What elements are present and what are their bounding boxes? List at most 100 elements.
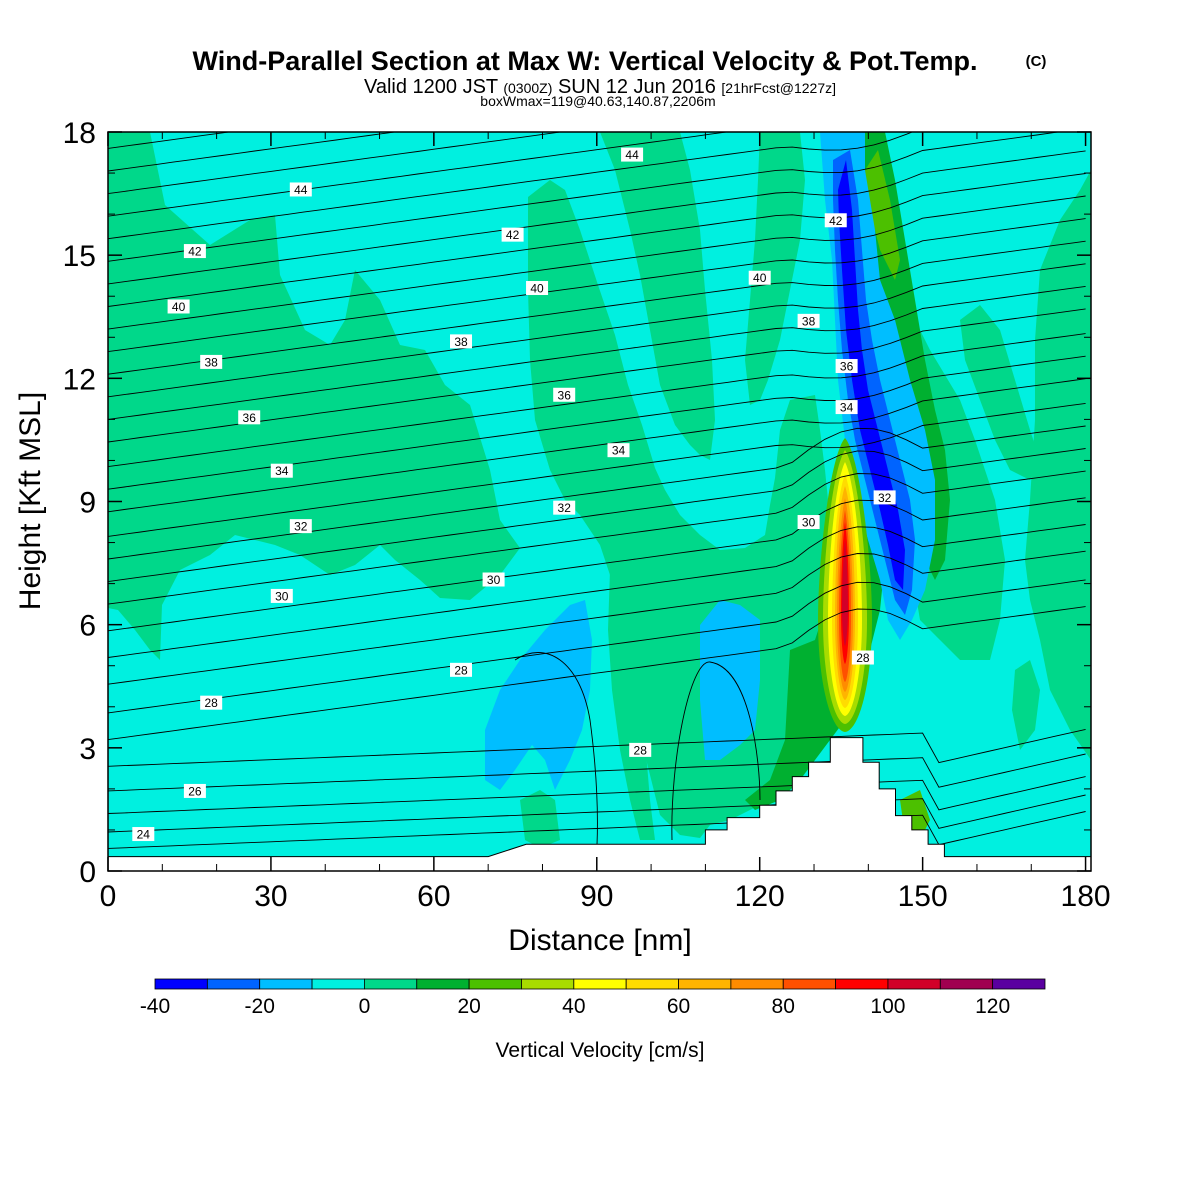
colorbar-tick-label: -40 — [140, 995, 170, 1018]
theta-contour-line — [108, 132, 1062, 262]
contour-label: 36 — [835, 359, 858, 374]
colorbar-tick-label: 0 — [359, 995, 371, 1018]
theta-contour-line — [514, 652, 598, 846]
potential-temperature-contours — [108, 132, 1086, 849]
theta-contour-line — [108, 497, 1086, 632]
theta-contour-line — [671, 661, 761, 841]
contour-label: 44 — [621, 147, 644, 162]
colorbar-swatch — [835, 978, 889, 990]
updraft-region — [608, 570, 655, 840]
contour-label-box — [835, 400, 858, 415]
valid-prefix: Valid 1200 JST — [364, 76, 498, 98]
contour-label: 42 — [824, 213, 847, 228]
x-tick-label: 120 — [735, 880, 785, 913]
colorbar-swatch — [206, 978, 261, 990]
contour-label-text: 44 — [625, 148, 639, 162]
theta-contour-line — [108, 378, 1086, 513]
contour-label-text: 26 — [188, 784, 202, 798]
theta-contour-line — [108, 263, 1086, 398]
contour-label-text: 34 — [275, 464, 289, 478]
contour-label-box — [835, 359, 858, 374]
contour-label-text: 30 — [802, 516, 816, 530]
contour-label-text: 44 — [294, 183, 308, 197]
contour-label-text: 42 — [506, 228, 520, 242]
contour-label: 32 — [873, 490, 896, 505]
contour-label-text: 40 — [172, 300, 186, 314]
contour-label-box — [607, 443, 630, 458]
contour-label: 38 — [450, 334, 473, 349]
updraft-mid-region — [865, 150, 900, 280]
contour-label-text: 42 — [829, 214, 843, 228]
contour-label: 24 — [132, 827, 155, 842]
theta-contour-line — [108, 470, 1086, 605]
valid-utc: (0300Z) — [503, 80, 552, 96]
theta-contour-line — [108, 285, 1086, 420]
valid-time-line: Valid 1200 JST (0300Z) SUN 12 Jun 2016 [… — [364, 76, 836, 98]
contour-label: 28 — [450, 662, 473, 677]
contour-label-box — [289, 519, 312, 534]
updraft-region — [520, 790, 560, 848]
contour-label: 32 — [553, 500, 576, 515]
contour-label-box — [238, 410, 261, 425]
theta-contour-line — [108, 132, 564, 195]
y-tick-label: 9 — [79, 487, 96, 520]
contour-label-box — [450, 662, 473, 677]
contour-label-box — [183, 783, 206, 798]
theta-contour-line — [108, 579, 1086, 714]
theta-contour-line — [108, 606, 1086, 741]
plot-area: 24 26 28 30 32 34 36 38 40 42 44 44 42 40 38 36 34 32 30 28… — [108, 132, 1091, 871]
contour-label-box — [167, 299, 190, 314]
colorbar-swatch — [573, 978, 627, 990]
y-tick-label: 6 — [79, 610, 96, 643]
theta-contour-line — [108, 524, 1086, 658]
contour-label-text: 34 — [612, 444, 626, 458]
colorbar-swatch — [887, 978, 941, 990]
colorbar-swatch — [416, 978, 470, 990]
colorbar-swatch — [259, 978, 313, 990]
colorbar-swatch — [678, 978, 732, 990]
contour-label-text: 40 — [753, 271, 767, 285]
contour-label-text: 28 — [454, 663, 468, 677]
contour-label-box — [553, 500, 576, 515]
contour-label: 28 — [200, 695, 223, 710]
theta-contour-line — [108, 448, 1086, 583]
contour-label-text: 28 — [634, 743, 648, 757]
contour-label: 30 — [482, 572, 505, 587]
contour-label-text: 38 — [454, 335, 468, 349]
contour-label-text: 38 — [802, 314, 816, 328]
theta-contour-line — [108, 132, 398, 172]
contour-label: 32 — [289, 519, 312, 534]
contour-label-box — [270, 463, 293, 478]
valid-date: SUN 12 Jun 2016 — [558, 76, 716, 98]
contour-label: 36 — [238, 410, 261, 425]
y-tick-label: 3 — [79, 733, 96, 766]
contour-label-box — [526, 281, 549, 296]
updraft-region — [960, 305, 1040, 480]
x-tick-label: 60 — [417, 880, 450, 913]
downdraft-strong-region — [838, 160, 905, 590]
y-tick-label: 0 — [79, 856, 96, 889]
contour-label-box — [824, 213, 847, 228]
contour-label: 42 — [183, 244, 206, 259]
x-tick-label: 90 — [580, 880, 613, 913]
colorbar-tick-label: 80 — [772, 995, 795, 1018]
theta-contour-line — [108, 333, 1086, 468]
contour-label-box — [621, 147, 644, 162]
contour-label-box — [873, 490, 896, 505]
theta-contour-line — [108, 195, 1086, 330]
contour-label: 42 — [501, 227, 524, 242]
colorbar: -40 -20 0 20 40 60 80 100 120 — [140, 978, 1046, 1018]
contour-label: 34 — [607, 443, 630, 458]
y-tick-label: 18 — [63, 117, 96, 150]
contour-label: 38 — [200, 354, 223, 369]
y-tick-label: 15 — [63, 240, 96, 273]
downdraft-region — [700, 600, 760, 760]
chart-title: Wind-Parallel Section at Max W: Vertical… — [193, 46, 978, 76]
contour-label-box — [132, 827, 155, 842]
forecast-info: [21hrFcst@1227z] — [721, 80, 836, 96]
theta-contour-line — [108, 728, 1086, 767]
updraft-region — [1012, 660, 1040, 750]
theta-contour-line — [108, 811, 1086, 849]
contour-label-box — [200, 354, 223, 369]
